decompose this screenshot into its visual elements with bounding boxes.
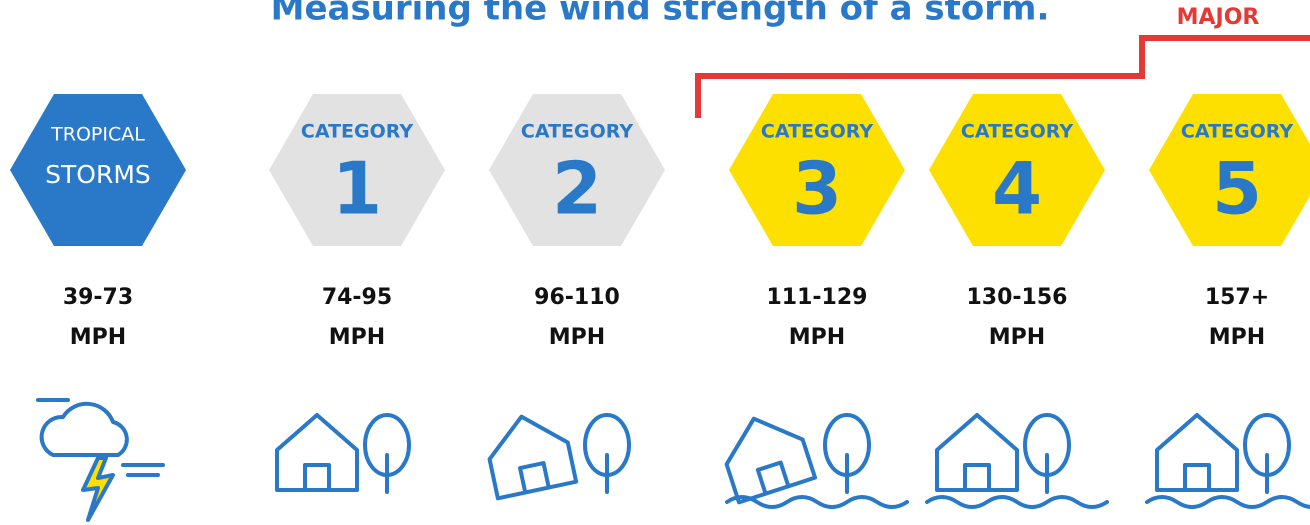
icon [482, 408, 629, 498]
icon [1147, 415, 1310, 507]
hex-number: 1 [332, 147, 382, 231]
speed: 96-110 [534, 285, 620, 310]
hex-line1: CATEGORY [521, 121, 633, 143]
icon [277, 415, 409, 492]
major-label: MAJOR [1177, 5, 1260, 30]
icon [927, 415, 1107, 507]
title: Measuring the wind strength of a storm. [271, 0, 1050, 29]
hex-line1: CATEGORY [301, 121, 413, 143]
unit: MPH [1209, 325, 1265, 350]
unit: MPH [549, 325, 605, 350]
unit: MPH [989, 325, 1045, 350]
icon [716, 406, 907, 507]
speed: 74-95 [322, 285, 392, 310]
hex-number: 4 [992, 147, 1042, 231]
hex-line1: CATEGORY [1181, 121, 1293, 143]
cloud [42, 404, 127, 455]
hex-number: 5 [1212, 147, 1262, 231]
speed: 111-129 [767, 285, 868, 310]
hex-line1: TROPICAL [50, 124, 145, 146]
house [937, 415, 1017, 490]
hex-line1: CATEGORY [761, 121, 873, 143]
water [727, 497, 907, 507]
hex-line2: STORMS [45, 160, 151, 189]
house [1157, 415, 1237, 490]
hex-line1: CATEGORY [961, 121, 1073, 143]
icon [38, 400, 163, 520]
bolt [83, 458, 113, 520]
water [927, 497, 1107, 507]
columns: TROPICAL STORMS 39-73 MPH CATEGORY 1 74-95 MPH C… [10, 94, 1310, 520]
house [277, 415, 357, 490]
hex-number: 3 [792, 147, 842, 231]
house [482, 408, 576, 498]
hex-number: 2 [552, 147, 602, 231]
infographic: Measuring the wind strength of a storm. … [0, 0, 1310, 525]
unit: MPH [70, 325, 126, 350]
speed: 39-73 [63, 285, 133, 310]
house [716, 406, 815, 502]
unit: MPH [789, 325, 845, 350]
unit: MPH [329, 325, 385, 350]
speed: 130-156 [967, 285, 1068, 310]
water [1147, 497, 1310, 507]
speed: 157+ [1205, 285, 1269, 310]
